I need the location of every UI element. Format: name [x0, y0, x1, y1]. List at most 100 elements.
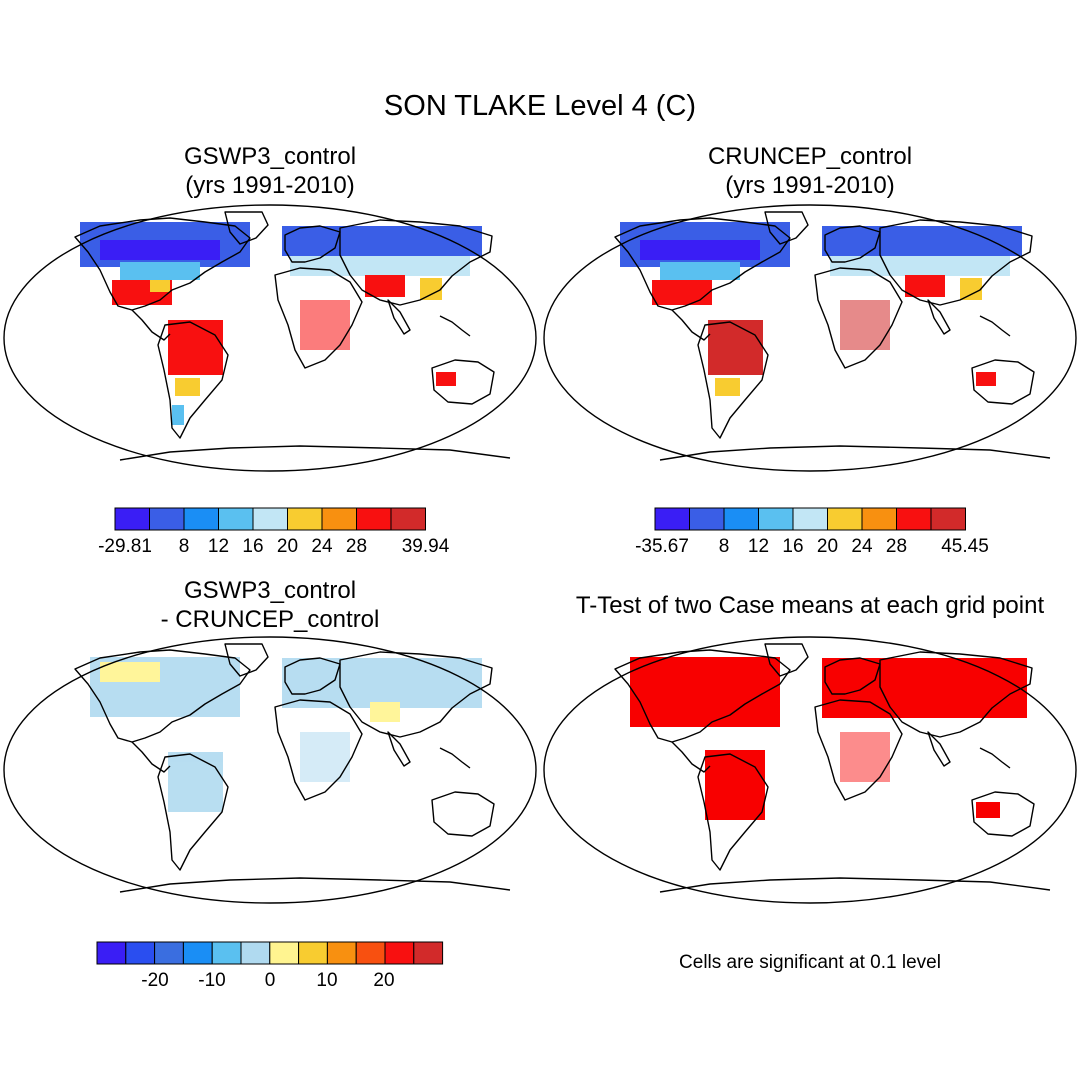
cb2-label-1: 8 — [719, 536, 730, 557]
cb1-swatch-7 — [356, 507, 392, 531]
p2-field-canada-coldest — [640, 240, 760, 260]
cb3-swatch-8 — [326, 941, 357, 965]
map-panel-3-border — [3, 636, 537, 904]
map-panel-4-field — [630, 657, 1027, 820]
p2-field-east-asia — [960, 278, 982, 300]
p2-field-eurasia-north — [822, 226, 1022, 256]
panel-1-title-line1: GSWP3_control — [183, 143, 357, 170]
cb2-swatch-5 — [827, 507, 863, 531]
colorbar-1: -29.81 8 12 16 20 24 28 39.94 — [98, 507, 450, 557]
colorbar-2: -35.67 8 12 16 20 24 28 45.45 — [635, 507, 989, 557]
cb3-swatch-4 — [211, 941, 242, 965]
panel-2-title-line2: (yrs 1991-2010) — [725, 172, 895, 199]
cb3-swatch-0 — [96, 941, 127, 965]
map-panel-1-field — [80, 222, 482, 425]
p3-field-canada-warm — [100, 662, 160, 682]
p3-field-middle-east — [370, 702, 400, 722]
cb2-label-0: -35.67 — [635, 536, 689, 557]
cb1-swatch-0 — [114, 507, 150, 531]
p1-field-east-asia — [420, 278, 442, 300]
panel-1-title-line2: (yrs 1991-2010) — [185, 172, 355, 199]
cb1-label-3: 16 — [242, 536, 263, 557]
cb2-label-3: 16 — [782, 536, 803, 557]
map-panel-3 — [3, 636, 537, 904]
cb1-swatch-5 — [287, 507, 323, 531]
p2-field-us-south — [652, 280, 712, 305]
map-panel-1-border — [3, 204, 537, 472]
p4-field-africa — [840, 732, 890, 782]
p1-field-south-america-mid — [175, 378, 200, 396]
cb2-swatch-2 — [723, 507, 759, 531]
map-panel-2-border — [543, 204, 1077, 472]
cb3-swatch-3 — [182, 941, 213, 965]
cb1-swatch-8 — [390, 507, 426, 531]
cb3-label-3: 10 — [316, 970, 337, 991]
cb2-label-5: 24 — [851, 536, 873, 557]
panel-3-title: GSWP3_control - CRUNCEP_control — [40, 576, 500, 634]
cb3-swatch-1 — [125, 941, 156, 965]
cb1-label-2: 12 — [208, 536, 229, 557]
cb1-swatch-6 — [321, 507, 357, 531]
p2-field-south-america-mid — [715, 378, 740, 396]
map-panel-2-field — [620, 222, 1022, 396]
cb2-swatch-0 — [654, 507, 690, 531]
p1-field-canada-coldest — [100, 240, 220, 260]
p3-field-south-america — [168, 752, 223, 812]
cb1-label-6: 28 — [346, 536, 367, 557]
panel-1-title: GSWP3_control (yrs 1991-2010) — [40, 142, 500, 200]
cb1-label-5: 24 — [311, 536, 333, 557]
cb3-label-4: 20 — [373, 970, 394, 991]
map-panel-4-border — [543, 636, 1077, 904]
cb2-swatch-7 — [896, 507, 932, 531]
p1-field-amazon — [168, 320, 223, 375]
p4-field-north-america — [630, 657, 780, 727]
p1-field-eurasia-north — [282, 226, 482, 256]
cb2-swatch-8 — [930, 507, 966, 531]
p4-field-australia — [976, 802, 1000, 818]
p1-field-us-warm — [150, 280, 170, 292]
map-panel-2 — [543, 204, 1077, 472]
cb3-swatch-11 — [413, 941, 444, 965]
cb3-swatch-10 — [384, 941, 415, 965]
cb2-swatch-1 — [689, 507, 725, 531]
panel-2-title: CRUNCEP_control (yrs 1991-2010) — [580, 142, 1040, 200]
panel-3-title-line1: GSWP3_control — [183, 577, 357, 604]
p1-field-africa — [300, 300, 350, 350]
cb2-swatch-4 — [792, 507, 828, 531]
significance-note: Cells are significant at 0.1 level — [679, 952, 941, 973]
cb3-swatch-5 — [240, 941, 271, 965]
p1-field-middle-east — [365, 275, 405, 297]
p1-field-patagonia — [172, 405, 184, 425]
p2-field-us-mid — [660, 262, 740, 280]
p4-field-south-america — [705, 750, 765, 820]
cb2-swatch-3 — [758, 507, 794, 531]
p2-field-eurasia-mid — [830, 256, 1010, 276]
cb3-label-2: 0 — [265, 970, 276, 991]
colorbar-3: -20 -10 0 10 20 — [96, 941, 444, 991]
cb2-swatch-6 — [861, 507, 897, 531]
p2-field-amazon — [708, 320, 763, 375]
panel-2-title-line1: CRUNCEP_control — [707, 143, 913, 170]
p1-field-us-mid — [120, 262, 200, 280]
map-panel-3-field — [90, 657, 482, 812]
cb1-label-0: -29.81 — [98, 536, 152, 557]
cb1-swatch-2 — [183, 507, 219, 531]
p2-field-middle-east — [905, 275, 945, 297]
p1-field-australia — [436, 372, 456, 386]
cb2-label-6: 28 — [886, 536, 907, 557]
p1-field-eurasia-mid — [290, 256, 470, 276]
cb3-swatch-6 — [269, 941, 300, 965]
cb3-swatch-9 — [355, 941, 386, 965]
cb1-label-4: 20 — [277, 536, 298, 557]
cb1-swatch-3 — [218, 507, 254, 531]
panel-4-title: T-Test of two Case means at each grid po… — [575, 592, 1045, 619]
panel-3-title-line2: - CRUNCEP_control — [160, 606, 380, 633]
cb3-label-1: -10 — [198, 970, 225, 991]
map-panel-4 — [543, 636, 1077, 904]
p2-field-africa — [840, 300, 890, 350]
cb3-label-0: -20 — [141, 970, 168, 991]
map-panel-1 — [3, 204, 537, 472]
cb2-label-4: 20 — [817, 536, 838, 557]
cb1-label-7: 39.94 — [402, 536, 450, 557]
p2-field-australia — [976, 372, 996, 386]
